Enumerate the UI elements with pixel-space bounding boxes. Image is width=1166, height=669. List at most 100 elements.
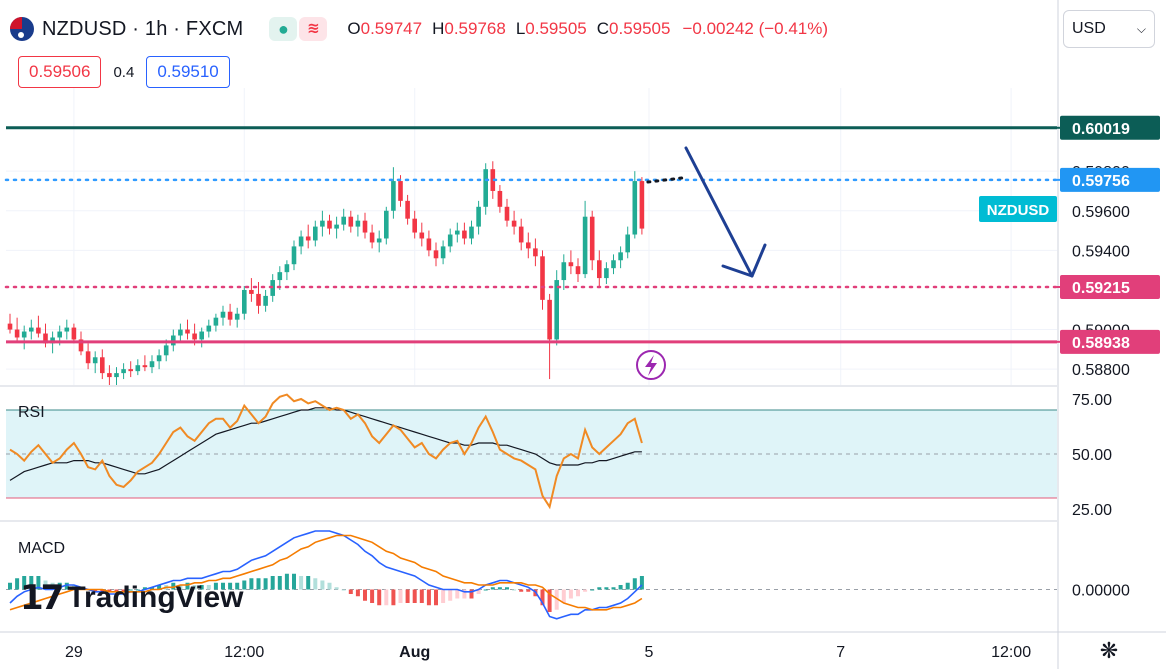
candle (14, 317, 20, 342)
symbol-tag: NZDUSD (979, 196, 1057, 222)
macd-histogram-bar (15, 578, 20, 590)
candle (554, 270, 559, 346)
candle (327, 214, 332, 235)
candle-body (142, 365, 148, 368)
candle (391, 167, 396, 219)
rsi-pane-label: RSI (18, 404, 45, 421)
candle (504, 198, 510, 227)
candle-body (639, 181, 645, 229)
macd-histogram-bar (221, 582, 225, 590)
replay-wave-icon[interactable]: ≋ (299, 17, 328, 41)
price-tick-label: 0.59400 (1072, 243, 1130, 260)
market-open-icon[interactable]: ● (269, 17, 298, 41)
candle (114, 367, 119, 385)
macd-histogram-bar (36, 576, 41, 590)
candle-body (575, 266, 581, 275)
candle-body (21, 331, 27, 338)
high-label: H (432, 19, 445, 38)
macd-histogram-bar (114, 589, 119, 592)
candle (582, 200, 588, 279)
symbol-title[interactable]: NZDUSD · 1h · FXCM (42, 17, 244, 40)
macd-histogram-bar (277, 576, 282, 590)
macd-histogram-bar (135, 589, 140, 591)
candle (92, 351, 98, 374)
candle-body (518, 226, 524, 243)
candle-body (589, 216, 595, 261)
candle-body (355, 220, 361, 227)
forecast-arrow-head (721, 243, 767, 278)
nzd-usd-flag-icon (10, 17, 34, 41)
macd-histogram-bar (121, 589, 126, 592)
candle-body (85, 351, 91, 364)
candle-body (440, 246, 446, 259)
close-value: 0.59505 (609, 19, 671, 38)
tradingview-logo[interactable]: 17 TradingView (20, 578, 244, 618)
status-pill[interactable]: ● ≋ (269, 17, 328, 41)
candle (526, 232, 531, 259)
macd-histogram-bar (43, 580, 48, 590)
macd-histogram-bar (419, 589, 424, 603)
forecast-arrow-shaft (684, 146, 754, 278)
candle-body (497, 190, 503, 207)
candle (604, 262, 609, 285)
candle-body (533, 248, 538, 257)
macd-histogram-bar (128, 589, 133, 591)
buy-button[interactable]: 0.59510 (146, 56, 230, 88)
macd-histogram-bar (79, 587, 83, 590)
macd-histogram-bar (355, 589, 360, 597)
symbol-tag-label: NZDUSD (987, 202, 1050, 219)
price-levels: 0.60019 0.59756 0.59215 0.58938 (4, 115, 1160, 354)
macd-histogram-bar (199, 585, 204, 590)
chart-settings-button[interactable]: ❋ (1094, 636, 1124, 666)
price-tag-label: 0.59756 (1072, 173, 1130, 190)
price-tag-bg (1060, 115, 1160, 140)
candle (355, 214, 361, 237)
candle (256, 282, 261, 314)
candle-body (305, 236, 311, 241)
macd-histogram-bar (462, 589, 467, 599)
currency-select[interactable]: USD ⌵ (1063, 10, 1155, 48)
macd-histogram-bar (299, 576, 304, 590)
candle (185, 319, 190, 340)
candle (320, 210, 325, 237)
sell-button[interactable]: 0.59506 (18, 56, 102, 88)
macd-histogram-bar (348, 589, 353, 594)
close-label: C (596, 19, 610, 38)
candle (7, 313, 13, 334)
candle-body (135, 365, 141, 372)
candle-body (398, 181, 403, 201)
candle (78, 331, 84, 356)
candle-body (57, 331, 62, 338)
candle (135, 359, 141, 376)
candle-body (561, 262, 567, 281)
macd-histogram-bar (178, 585, 183, 590)
candle-body (185, 329, 190, 334)
price-tag-label: 0.58938 (1072, 335, 1130, 352)
candle (43, 323, 48, 348)
candle-body (391, 181, 396, 211)
macd-histogram-bar (505, 587, 509, 590)
candle (291, 240, 297, 271)
candle (469, 220, 474, 245)
macd-histogram-bar (228, 582, 233, 590)
candle (305, 224, 311, 249)
macd-histogram-bar (284, 573, 289, 590)
macd-histogram-bar (185, 582, 190, 590)
candle (597, 250, 602, 286)
candle-body (433, 250, 439, 259)
candle-body (284, 264, 290, 273)
candle (178, 323, 183, 342)
open-label: O (347, 19, 361, 38)
candle (568, 250, 574, 275)
candle (639, 177, 645, 235)
candle-body (213, 317, 219, 326)
candle (369, 224, 375, 249)
price-tick-label: 0.58800 (1072, 362, 1130, 379)
macd-histogram-bar (497, 587, 502, 590)
macd-histogram-bar (632, 578, 637, 590)
macd-histogram-bar (426, 589, 431, 606)
rsi-tick-label: 75.00 (1072, 392, 1112, 409)
candle (334, 216, 339, 239)
